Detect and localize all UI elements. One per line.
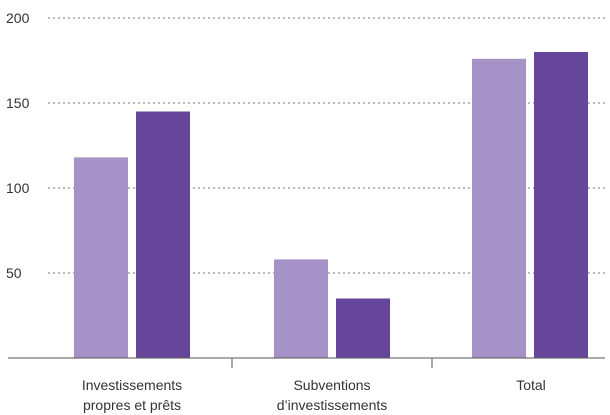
x-category-label-2: Subventions d’investissements bbox=[277, 377, 388, 413]
y-tick-label-200: 200 bbox=[6, 10, 30, 26]
x-axis-labels: Investissements propres et prêts Subventio… bbox=[82, 377, 546, 413]
x-axis-separators bbox=[231, 358, 433, 368]
bar-series2-cat1 bbox=[136, 111, 190, 358]
bar-series2-cat3 bbox=[534, 52, 588, 358]
y-tick-label-100: 100 bbox=[6, 180, 30, 196]
y-tick-label-50: 50 bbox=[6, 265, 22, 281]
x-category-label-line: Subventions bbox=[293, 377, 370, 393]
bar-series2-cat2 bbox=[336, 298, 390, 358]
bar-series1-cat1 bbox=[74, 157, 128, 358]
bars bbox=[74, 52, 588, 359]
x-category-label-line: d’investissements bbox=[277, 397, 388, 413]
y-axis-ticks: 50 100 150 200 bbox=[6, 10, 30, 281]
x-category-label-line: Investissements bbox=[82, 377, 182, 393]
bar-series1-cat3 bbox=[472, 58, 526, 359]
x-category-label-line: propres et prêts bbox=[83, 397, 181, 413]
bar-series1-cat2 bbox=[274, 259, 328, 358]
x-category-label-1: Investissements propres et prêts bbox=[82, 377, 182, 413]
x-category-label-3: Total bbox=[516, 377, 546, 393]
x-category-label-line: Total bbox=[516, 377, 546, 393]
y-tick-label-150: 150 bbox=[6, 95, 30, 111]
